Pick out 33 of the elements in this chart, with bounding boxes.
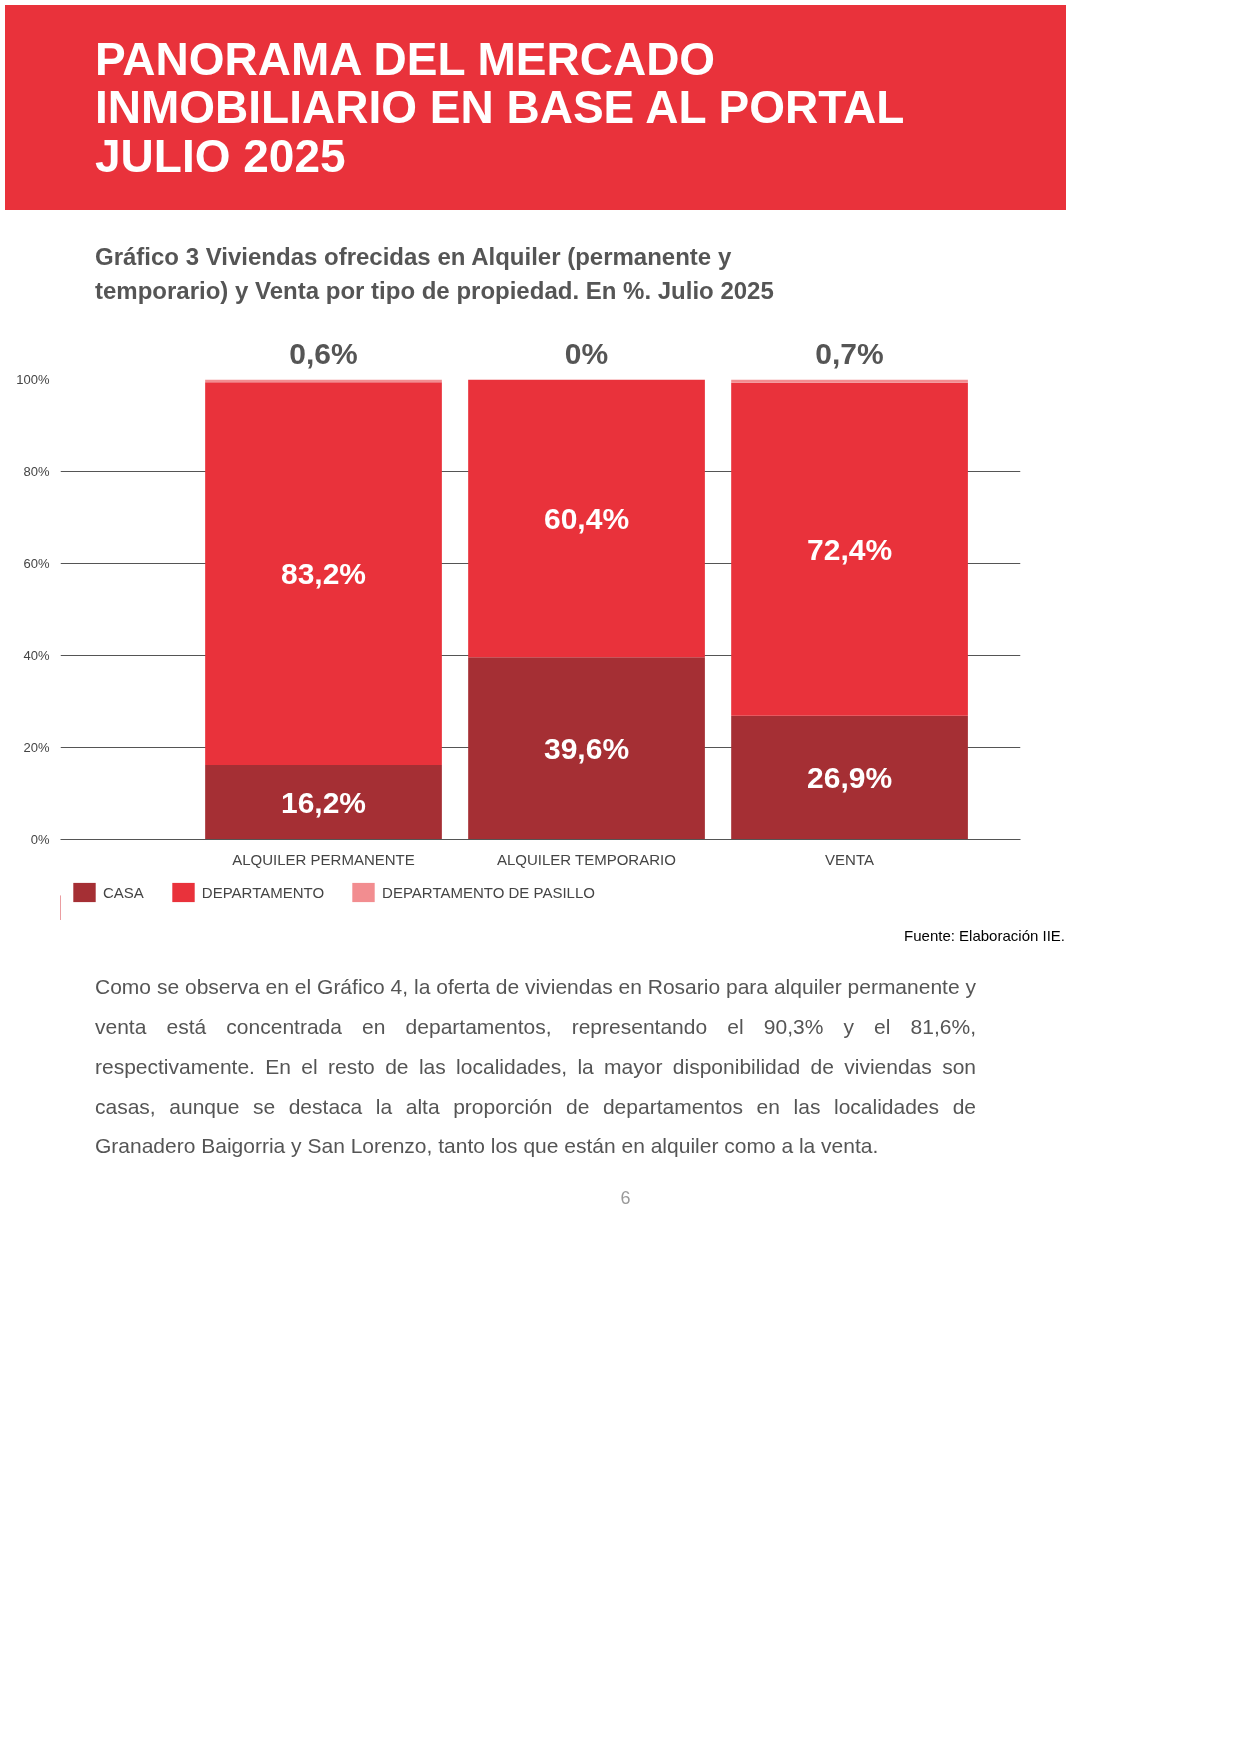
data-label: 0% bbox=[564, 336, 609, 370]
data-label: 60,4% bbox=[544, 502, 630, 536]
x-tick-label: VENTA bbox=[825, 850, 874, 868]
bar bbox=[731, 383, 968, 717]
y-tick-label: 20% bbox=[23, 740, 50, 756]
legend-label: DEPARTAMENTO DE PASILLO bbox=[382, 883, 595, 901]
data-label: 0,6% bbox=[289, 336, 358, 370]
data-label: 0,7% bbox=[815, 336, 884, 370]
bar bbox=[205, 765, 442, 840]
x-tick-label: ALQUILER TEMPORARIO bbox=[496, 850, 676, 868]
bar bbox=[205, 382, 442, 766]
y-tick-label: 60% bbox=[23, 556, 50, 572]
source-note: Fuente: Elaboración IIE. bbox=[903, 926, 1065, 947]
data-label: 39,6% bbox=[544, 732, 630, 766]
data-label: 26,9% bbox=[807, 761, 893, 795]
text: Como se observa en el Gráfico 4, la oferta de viviendas en Rosario para alquiler permanente y venta está concentrada en departamentos, representando el 90,3% y el 81,6%, respectivamente. En el resto de las localidades, la mayor disponibilidad de viviendas son casas, aunque se destaca la alta proporción de departamentos en las localidades de Granadero Baigorria y San Lorenzo, tanto los que están en alquiler como a la venta. bbox=[94, 973, 977, 1160]
data-label: 83,2% bbox=[280, 557, 367, 591]
x-tick-label: ALQUILER PERMANENTE bbox=[232, 850, 415, 868]
bar bbox=[731, 379, 968, 384]
y-tick-label: 80% bbox=[23, 464, 50, 480]
bar bbox=[468, 379, 705, 658]
chart-title: PANORAMA DEL MERCADO INMOBILIARIO EN BASE AL PORTAL JULIO 2025 bbox=[5, 5, 1066, 210]
y-tick-label: 100% bbox=[16, 372, 50, 388]
data-label: 16,2% bbox=[280, 786, 367, 820]
data-label: 72,4% bbox=[807, 533, 893, 567]
legend-label: CASA bbox=[103, 883, 144, 901]
chart-subtitle: Gráfico 3 Viviendas ofrecidas en Alquiler (permanente y temporario) y Venta por tipo de propiedad. En %. Julio 2025 bbox=[94, 241, 775, 307]
legend-label: DEPARTAMENTO bbox=[201, 883, 325, 901]
text: 6 bbox=[619, 1187, 632, 1211]
y-tick-label: 0% bbox=[30, 832, 50, 848]
y-tick-label: 40% bbox=[23, 648, 50, 664]
bar bbox=[731, 716, 968, 840]
bar bbox=[468, 657, 705, 840]
